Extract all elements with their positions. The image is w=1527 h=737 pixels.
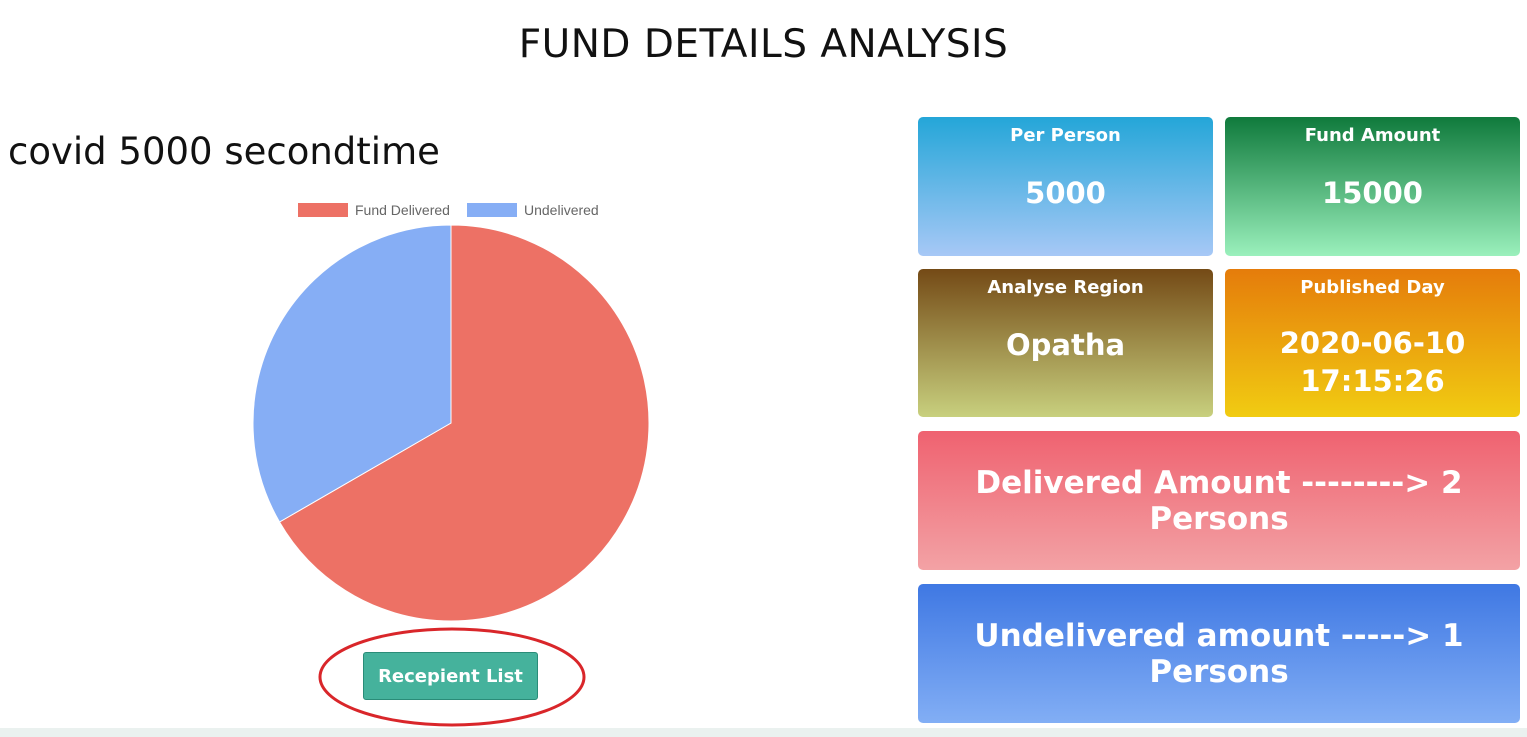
bottom-divider	[0, 728, 1527, 737]
published-day-value: 2020-06-10 17:15:26	[1225, 324, 1520, 400]
legend-label-0[interactable]: Fund Delivered	[355, 202, 450, 218]
per-person-card: Per Person 5000	[918, 117, 1213, 256]
fund-name-heading: covid 5000 secondtime	[8, 130, 440, 173]
undelivered-amount-text: Undelivered amount -----> 1 Persons	[974, 617, 1464, 690]
fund-amount-card: Fund Amount 15000	[1225, 117, 1520, 256]
pie-slice-fund-delivered[interactable]	[278, 224, 650, 622]
per-person-label: Per Person	[1010, 125, 1121, 146]
recipient-list-button[interactable]: Recepient List	[363, 652, 538, 700]
per-person-value: 5000	[1025, 176, 1106, 210]
analyse-region-card: Analyse Region Opatha	[918, 269, 1213, 417]
published-day-card: Published Day 2020-06-10 17:15:26	[1225, 269, 1520, 417]
fund-pie-chart: Fund Delivered Undelivered	[252, 202, 650, 622]
fund-amount-label: Fund Amount	[1304, 125, 1441, 146]
delivered-amount-text: Delivered Amount --------> 2 Persons	[975, 464, 1463, 537]
published-day-label: Published Day	[1300, 277, 1445, 298]
published-date: 2020-06-10	[1279, 326, 1466, 360]
legend-swatch-1[interactable]	[467, 203, 517, 217]
analyse-region-value: Opatha	[1005, 328, 1126, 362]
legend-swatch-0[interactable]	[298, 203, 348, 217]
page-title: FUND DETAILS ANALYSIS	[518, 22, 1009, 67]
published-time: 17:15:26	[1300, 364, 1445, 398]
undelivered-amount-card: Undelivered amount -----> 1 Persons	[918, 584, 1520, 723]
pie-slice-undelivered[interactable]	[252, 224, 452, 523]
legend-label-1[interactable]: Undelivered	[524, 202, 599, 218]
fund-amount-value: 15000	[1322, 176, 1423, 210]
delivered-amount-card: Delivered Amount --------> 2 Persons	[918, 431, 1520, 570]
analyse-region-label: Analyse Region	[987, 277, 1144, 298]
